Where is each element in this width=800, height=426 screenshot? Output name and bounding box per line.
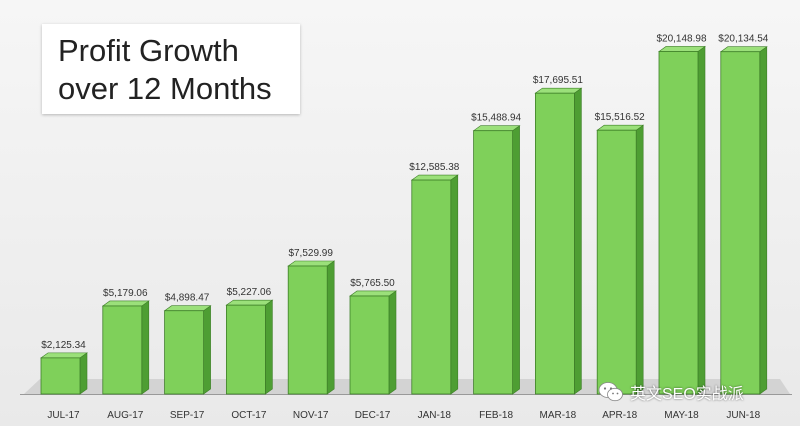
data-label: $12,585.38 [409,162,459,173]
bar-side [80,353,87,394]
x-tick-label: JAN-18 [418,410,452,421]
bar-group [535,88,581,394]
bar-group [165,306,211,394]
bar [412,180,451,394]
bar-group [226,300,272,394]
bar-side [204,306,211,394]
x-tick-label: APR-18 [602,410,637,421]
x-tick-label: FEB-18 [479,410,513,421]
x-tick-label: MAR-18 [540,410,577,421]
data-label: $2,125.34 [41,340,86,351]
bar-group [474,126,520,394]
bar [474,131,513,394]
bar [659,51,698,394]
bar-side [142,301,149,394]
bar [597,130,636,394]
bar-top [535,88,581,93]
data-label: $7,529.99 [288,248,333,259]
data-label: $17,695.51 [533,75,583,86]
bar-top [659,46,705,51]
bar-top [103,301,149,306]
bar [288,266,327,394]
x-tick-label: JUN-18 [726,410,760,421]
bar [226,305,265,394]
bar [41,358,80,394]
bar-side [451,175,458,394]
bar [721,52,760,394]
chart-title-line-2: over 12 Months [58,70,300,108]
x-tick-label: JUL-17 [47,410,80,421]
data-label: $5,227.06 [227,287,272,298]
bar-top [288,261,334,266]
bar-group [41,353,87,394]
data-label: $4,898.47 [165,293,210,304]
bar-side [636,125,643,394]
x-tick-label: DEC-17 [355,410,391,421]
x-tick-label: SEP-17 [170,410,205,421]
data-label: $20,148.98 [656,33,706,44]
bar-top [350,291,396,296]
bar-top [226,300,272,305]
bar-group [721,47,767,394]
bar-group [103,301,149,394]
bar-top [721,47,767,52]
bar [103,306,142,394]
data-label: $15,516.52 [595,112,645,123]
bar-side [574,88,581,394]
bar-top [412,175,458,180]
data-label: $5,179.06 [103,288,148,299]
x-tick-label: OCT-17 [231,410,266,421]
x-tick-label: AUG-17 [107,410,144,421]
x-tick-label: NOV-17 [293,410,329,421]
wechat-icon [598,381,624,403]
bar-top [597,125,643,130]
bar-group [288,261,334,394]
chart-title-line-1: Profit Growth [58,32,300,70]
bar-side [513,126,520,394]
bar-group [350,291,396,394]
bar [165,311,204,394]
bar-side [327,261,334,394]
chart-title-box: Profit Growth over 12 Months [42,24,300,114]
bar-top [474,126,520,131]
bar-group [597,125,643,394]
data-label: $15,488.94 [471,113,521,124]
data-label: $20,134.54 [718,34,768,45]
bar [535,93,574,394]
bar-top [165,306,211,311]
data-label: $5,765.50 [350,278,395,289]
watermark-text: 英文SEO实战派 [630,380,744,404]
watermark: 英文SEO实战派 [598,380,744,404]
bar [350,296,389,394]
x-tick-label: MAY-18 [664,410,699,421]
bar-side [265,300,272,394]
bar-side [389,291,396,394]
bar-side [760,47,767,394]
bar-group [659,46,705,394]
bar-side [698,46,705,394]
bar-top [41,353,87,358]
bar-group [412,175,458,394]
